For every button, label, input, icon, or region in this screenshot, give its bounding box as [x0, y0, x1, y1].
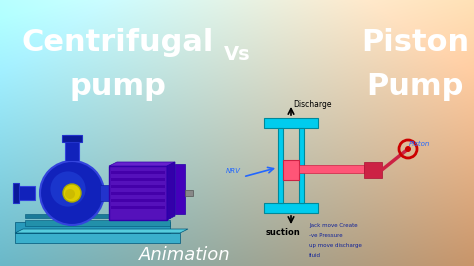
Text: Centrifugal: Centrifugal: [22, 28, 214, 57]
Circle shape: [50, 171, 86, 207]
Text: pump: pump: [70, 72, 166, 101]
Text: Piston: Piston: [361, 28, 469, 57]
Circle shape: [65, 189, 75, 199]
Bar: [15, 233, 180, 243]
Polygon shape: [15, 229, 188, 233]
Bar: [111, 192, 165, 195]
Text: suction: suction: [265, 228, 301, 237]
Bar: [264, 118, 318, 128]
Text: Animation: Animation: [139, 246, 231, 264]
Bar: [185, 190, 193, 196]
Text: Vs: Vs: [224, 45, 250, 64]
Text: Pump: Pump: [366, 72, 464, 101]
Bar: [100, 185, 110, 201]
Text: Discharge: Discharge: [293, 100, 331, 109]
Bar: [264, 203, 318, 213]
Bar: [111, 178, 165, 181]
Circle shape: [40, 161, 104, 225]
Bar: [111, 171, 165, 174]
Polygon shape: [167, 162, 175, 220]
Bar: [109, 166, 167, 220]
Text: fluid: fluid: [309, 253, 321, 258]
Circle shape: [63, 184, 81, 202]
Bar: [25, 220, 170, 226]
Bar: [13, 186, 35, 200]
Text: up move discharge: up move discharge: [309, 243, 362, 248]
Bar: [175, 164, 185, 214]
Bar: [278, 128, 283, 203]
Bar: [65, 135, 79, 161]
Bar: [111, 185, 165, 188]
Bar: [283, 160, 299, 180]
Bar: [364, 162, 382, 178]
Bar: [25, 214, 170, 218]
Text: -ve Pressure: -ve Pressure: [309, 233, 343, 238]
Bar: [299, 165, 364, 173]
Bar: [299, 128, 304, 203]
Polygon shape: [109, 162, 175, 166]
Bar: [15, 222, 170, 233]
Bar: [62, 135, 82, 142]
Bar: [111, 199, 165, 202]
Bar: [111, 206, 165, 209]
Circle shape: [405, 146, 411, 152]
Bar: [13, 183, 19, 203]
Text: Piston: Piston: [409, 141, 430, 147]
Text: NRV: NRV: [226, 168, 241, 174]
Text: Jack move Create: Jack move Create: [309, 223, 357, 228]
